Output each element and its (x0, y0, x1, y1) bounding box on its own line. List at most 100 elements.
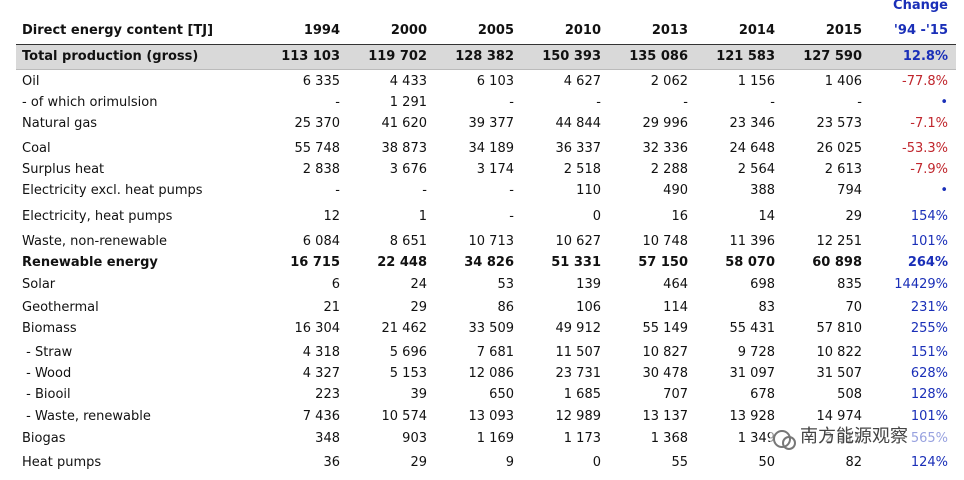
value-cell: - (422, 183, 427, 198)
value-cell: 1 349 (737, 431, 775, 446)
row-label: - Wood (22, 366, 72, 381)
value-cell: 119 702 (368, 49, 427, 64)
change-cell: -7.9% (910, 162, 948, 177)
value-cell: 30 478 (642, 366, 689, 381)
watermark-icon (773, 430, 796, 450)
value-cell: 29 (845, 209, 862, 224)
value-cell: 5 153 (389, 366, 427, 381)
value-cell: 29 (410, 300, 427, 315)
value-cell: 1 685 (563, 387, 601, 402)
value-cell: - (596, 95, 601, 110)
row-label: - of which orimulsion (22, 95, 158, 110)
value-cell: 10 713 (468, 234, 515, 249)
change-cell: -77.8% (902, 74, 948, 89)
value-cell: 49 912 (555, 321, 602, 336)
value-cell: 223 (315, 387, 340, 402)
value-cell: - (683, 95, 688, 110)
value-cell: 32 336 (642, 141, 689, 156)
value-cell: 127 590 (803, 49, 862, 64)
value-cell: 707 (663, 387, 688, 402)
value-cell: 33 509 (468, 321, 515, 336)
change-cell: • (940, 183, 948, 198)
row-label: Geothermal (22, 300, 99, 315)
change-cell: 151% (910, 345, 948, 360)
value-cell: 135 086 (629, 49, 688, 64)
value-cell: 23 573 (816, 116, 863, 131)
change-cell: 128% (910, 387, 948, 402)
value-cell: - (335, 183, 340, 198)
value-cell: 57 810 (816, 321, 863, 336)
year-header: 2015 (825, 23, 862, 38)
value-cell: 55 (671, 455, 688, 470)
value-cell: 2 288 (650, 162, 688, 177)
value-cell: 10 574 (381, 409, 428, 424)
value-cell: 1 406 (824, 74, 862, 89)
value-cell: 6 (331, 277, 340, 292)
value-cell: 8 651 (389, 234, 427, 249)
value-cell: 12 (323, 209, 340, 224)
value-cell: 106 (576, 300, 601, 315)
value-cell: 55 149 (642, 321, 689, 336)
row-label: Biomass (22, 321, 77, 336)
value-cell: 29 996 (642, 116, 689, 131)
value-cell: 53 (497, 277, 514, 292)
value-cell: - (509, 95, 514, 110)
change-cell: • (940, 95, 948, 110)
year-header: 2005 (477, 23, 514, 38)
value-cell: - (509, 183, 514, 198)
value-cell: 7 681 (476, 345, 514, 360)
value-cell: 794 (837, 183, 862, 198)
year-header: 2013 (651, 23, 688, 38)
change-period: '94 -'15 (893, 23, 948, 38)
value-cell: 113 103 (281, 49, 340, 64)
row-label: Waste, non-renewable (22, 234, 167, 249)
value-cell: - (509, 209, 514, 224)
value-cell: 835 (837, 277, 862, 292)
value-cell: 36 (323, 455, 340, 470)
change-cell: 628% (910, 366, 948, 381)
row-label: Renewable energy (22, 255, 158, 270)
value-cell: 9 728 (737, 345, 775, 360)
value-cell: 10 627 (555, 234, 602, 249)
value-cell: 12 086 (468, 366, 515, 381)
value-cell: 21 (323, 300, 340, 315)
value-cell: 110 (576, 183, 601, 198)
value-cell: 16 (671, 209, 688, 224)
row-label: - Waste, renewable (22, 409, 151, 424)
value-cell: 12 989 (555, 409, 602, 424)
value-cell: 903 (402, 431, 427, 446)
value-cell: 4 627 (563, 74, 601, 89)
value-cell: 70 (845, 300, 862, 315)
value-cell: 83 (758, 300, 775, 315)
row-label: Natural gas (22, 116, 98, 131)
value-cell: 26 025 (816, 141, 863, 156)
value-cell: 1 (418, 209, 427, 224)
value-cell: 57 150 (638, 255, 688, 270)
value-cell: 29 (410, 455, 427, 470)
value-cell: 6 084 (302, 234, 340, 249)
value-cell: 14 974 (816, 409, 863, 424)
value-cell: 2 564 (737, 162, 775, 177)
change-cell: 264% (907, 255, 948, 270)
value-cell: 678 (750, 387, 775, 402)
value-cell: 3 676 (389, 162, 427, 177)
value-cell: 39 (410, 387, 427, 402)
value-cell: 7 436 (302, 409, 340, 424)
row-label: Total production (gross) (22, 49, 199, 64)
value-cell: 13 093 (468, 409, 515, 424)
value-cell: 114 (663, 300, 688, 315)
change-cell: -53.3% (902, 141, 948, 156)
change-cell: 12.8% (902, 49, 948, 64)
value-cell: 14 (758, 209, 775, 224)
value-cell: 55 431 (729, 321, 776, 336)
value-cell: 41 620 (381, 116, 428, 131)
value-cell: 16 304 (294, 321, 341, 336)
value-cell: 650 (489, 387, 514, 402)
value-cell: 490 (663, 183, 688, 198)
change-cell: 14429% (894, 277, 948, 292)
change-cell: 124% (910, 455, 948, 470)
value-cell: 348 (315, 431, 340, 446)
change-cell: -7.1% (910, 116, 948, 131)
value-cell: 1 156 (737, 74, 775, 89)
